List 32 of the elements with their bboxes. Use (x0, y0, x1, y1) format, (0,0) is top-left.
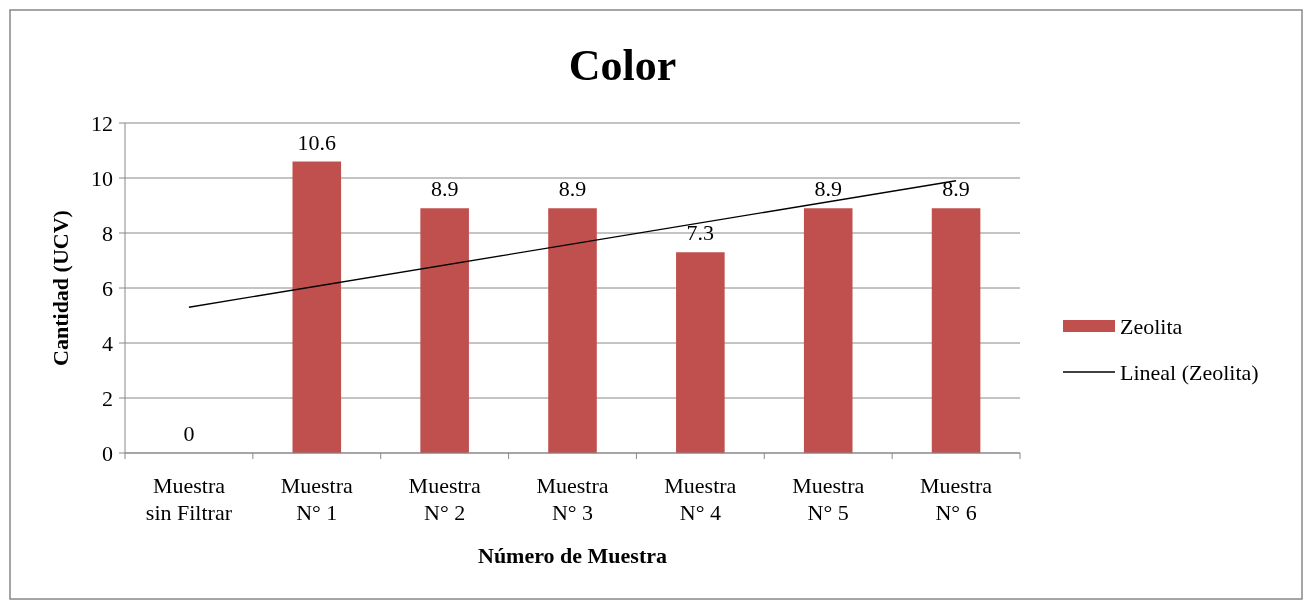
y-tick-label: 12 (91, 110, 113, 136)
bar (676, 252, 725, 453)
bar (292, 161, 342, 453)
data-label: 10.6 (297, 129, 337, 155)
y-tick-label: 2 (102, 385, 113, 411)
chart-title: Color (568, 41, 677, 90)
x-tick-label: Muestra N° 6 (920, 473, 993, 525)
x-tick-label: Muestra N° 4 (664, 473, 737, 525)
y-tick-label: 4 (102, 330, 113, 356)
y-axis-title: Cantidad (UCV) (48, 210, 73, 366)
data-label: 8.9 (942, 176, 970, 202)
x-tick-label: Muestra N° 1 (280, 473, 354, 525)
x-tick-label: Muestra sin Filtrar (145, 473, 233, 525)
x-axis-title: Número de Muestra (478, 543, 667, 568)
data-label: 7.3 (686, 220, 715, 246)
data-label: 8.9 (558, 176, 587, 202)
y-tick-label: 10 (91, 165, 113, 191)
bar (420, 208, 469, 453)
x-tick-label: Muestra N° 3 (536, 473, 609, 525)
legend-label: Lineal (Zeolita) (1120, 359, 1259, 385)
x-tick-label: Muestra N° 5 (792, 473, 865, 525)
y-tick-label: 0 (102, 440, 113, 466)
bar (548, 208, 597, 453)
data-label: 8.9 (814, 176, 842, 202)
legend-label: Zeolita (1120, 313, 1183, 339)
bar (931, 208, 981, 453)
bar (803, 208, 853, 453)
data-label: 0 (183, 421, 195, 446)
data-label: 8.9 (430, 176, 459, 202)
x-tick-label: Muestra N° 2 (408, 473, 481, 525)
y-tick-label: 6 (102, 275, 113, 301)
y-tick-label: 8 (102, 220, 113, 246)
